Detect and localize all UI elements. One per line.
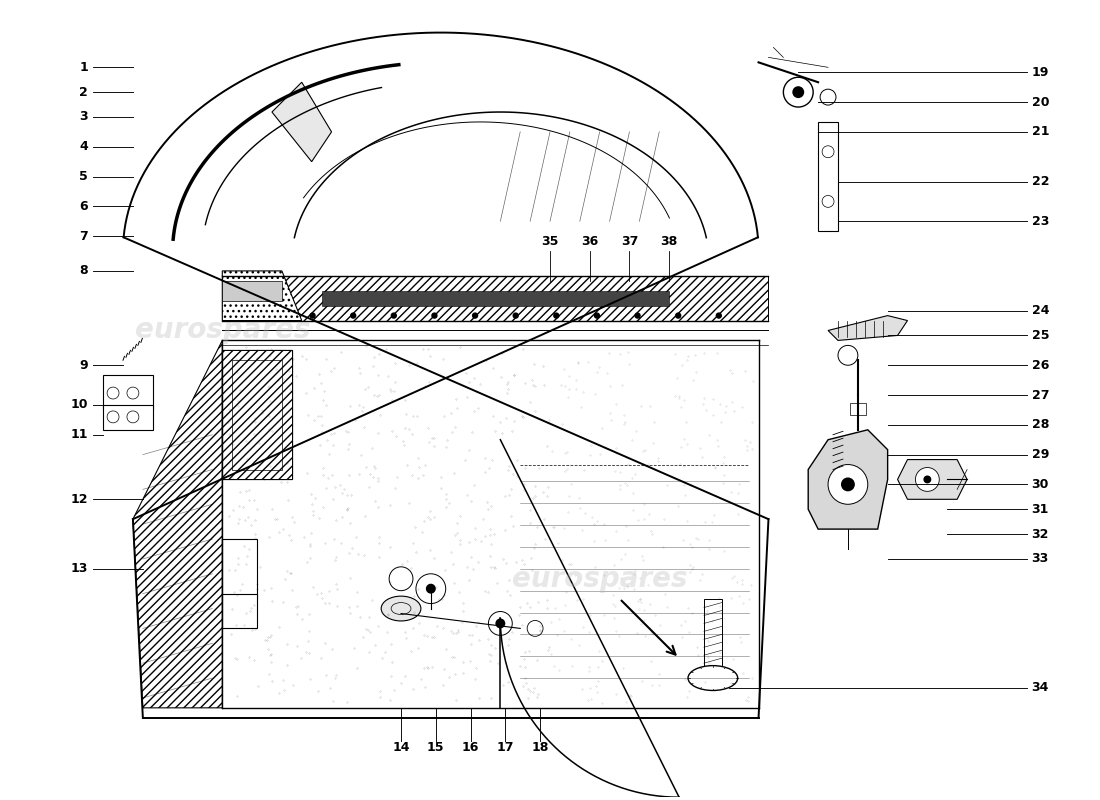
Circle shape: [822, 195, 834, 207]
Text: 22: 22: [1032, 175, 1049, 188]
Text: 37: 37: [620, 234, 638, 248]
Circle shape: [351, 313, 355, 318]
Text: 35: 35: [541, 234, 559, 248]
Text: 28: 28: [1032, 418, 1049, 431]
Text: 29: 29: [1032, 448, 1049, 461]
Circle shape: [822, 146, 834, 158]
Ellipse shape: [688, 666, 738, 690]
Circle shape: [553, 313, 559, 318]
Text: 4: 4: [79, 140, 88, 154]
Text: 33: 33: [1032, 552, 1049, 566]
Text: 21: 21: [1032, 126, 1049, 138]
Circle shape: [792, 86, 804, 98]
Bar: [232, 360, 282, 470]
Circle shape: [514, 313, 518, 318]
Text: 19: 19: [1032, 66, 1049, 78]
Bar: [704, 598, 722, 668]
Polygon shape: [133, 341, 222, 708]
Circle shape: [783, 78, 813, 107]
Bar: [222, 539, 257, 598]
Text: 5: 5: [79, 170, 88, 183]
Circle shape: [495, 618, 505, 629]
Text: 7: 7: [79, 230, 88, 242]
Bar: [103, 375, 153, 410]
Bar: [818, 122, 838, 231]
Text: eurospares: eurospares: [512, 565, 688, 593]
Circle shape: [838, 346, 858, 366]
Circle shape: [432, 313, 437, 318]
Text: 14: 14: [393, 741, 410, 754]
Polygon shape: [222, 350, 292, 479]
Text: 34: 34: [1032, 682, 1049, 694]
Ellipse shape: [382, 596, 421, 621]
Polygon shape: [272, 82, 331, 162]
Circle shape: [416, 574, 446, 603]
Circle shape: [716, 313, 722, 318]
Text: 36: 36: [581, 234, 598, 248]
Text: 1: 1: [79, 61, 88, 74]
Circle shape: [389, 567, 412, 590]
Text: 11: 11: [70, 428, 88, 442]
Text: 8: 8: [79, 265, 88, 278]
Text: 24: 24: [1032, 304, 1049, 317]
Circle shape: [392, 313, 396, 318]
Bar: [222, 594, 257, 629]
Bar: [103, 405, 153, 430]
Circle shape: [107, 411, 119, 423]
Text: 30: 30: [1032, 478, 1049, 491]
Text: 9: 9: [79, 358, 88, 372]
Polygon shape: [828, 315, 907, 341]
Text: 13: 13: [70, 562, 88, 575]
Text: 18: 18: [531, 741, 549, 754]
Bar: [222, 350, 292, 479]
Text: 16: 16: [462, 741, 480, 754]
Text: 10: 10: [70, 398, 88, 411]
Circle shape: [635, 313, 640, 318]
Circle shape: [488, 611, 513, 635]
Circle shape: [821, 89, 836, 105]
Text: 31: 31: [1032, 502, 1049, 516]
Polygon shape: [898, 459, 967, 499]
Circle shape: [107, 387, 119, 399]
Circle shape: [473, 313, 477, 318]
Text: 23: 23: [1032, 214, 1049, 228]
Circle shape: [675, 313, 681, 318]
Text: 38: 38: [660, 234, 678, 248]
Text: 15: 15: [427, 741, 444, 754]
Text: 12: 12: [70, 493, 88, 506]
Text: 25: 25: [1032, 329, 1049, 342]
Circle shape: [126, 387, 139, 399]
Text: 20: 20: [1032, 95, 1049, 109]
Circle shape: [828, 465, 868, 504]
Circle shape: [842, 478, 855, 491]
Polygon shape: [222, 271, 301, 321]
Text: 27: 27: [1032, 389, 1049, 402]
Text: eurospares: eurospares: [134, 317, 310, 345]
Circle shape: [527, 621, 543, 636]
Circle shape: [126, 411, 139, 423]
Text: 26: 26: [1032, 358, 1049, 372]
Circle shape: [426, 584, 436, 594]
Text: 32: 32: [1032, 527, 1049, 541]
Circle shape: [915, 467, 939, 491]
Text: 17: 17: [496, 741, 514, 754]
Text: 6: 6: [79, 200, 88, 213]
Bar: [850, 403, 866, 415]
Text: 2: 2: [79, 86, 88, 98]
Circle shape: [270, 313, 274, 318]
Polygon shape: [808, 430, 888, 529]
Circle shape: [310, 313, 315, 318]
Text: 3: 3: [79, 110, 88, 123]
Circle shape: [594, 313, 600, 318]
Circle shape: [923, 475, 932, 483]
